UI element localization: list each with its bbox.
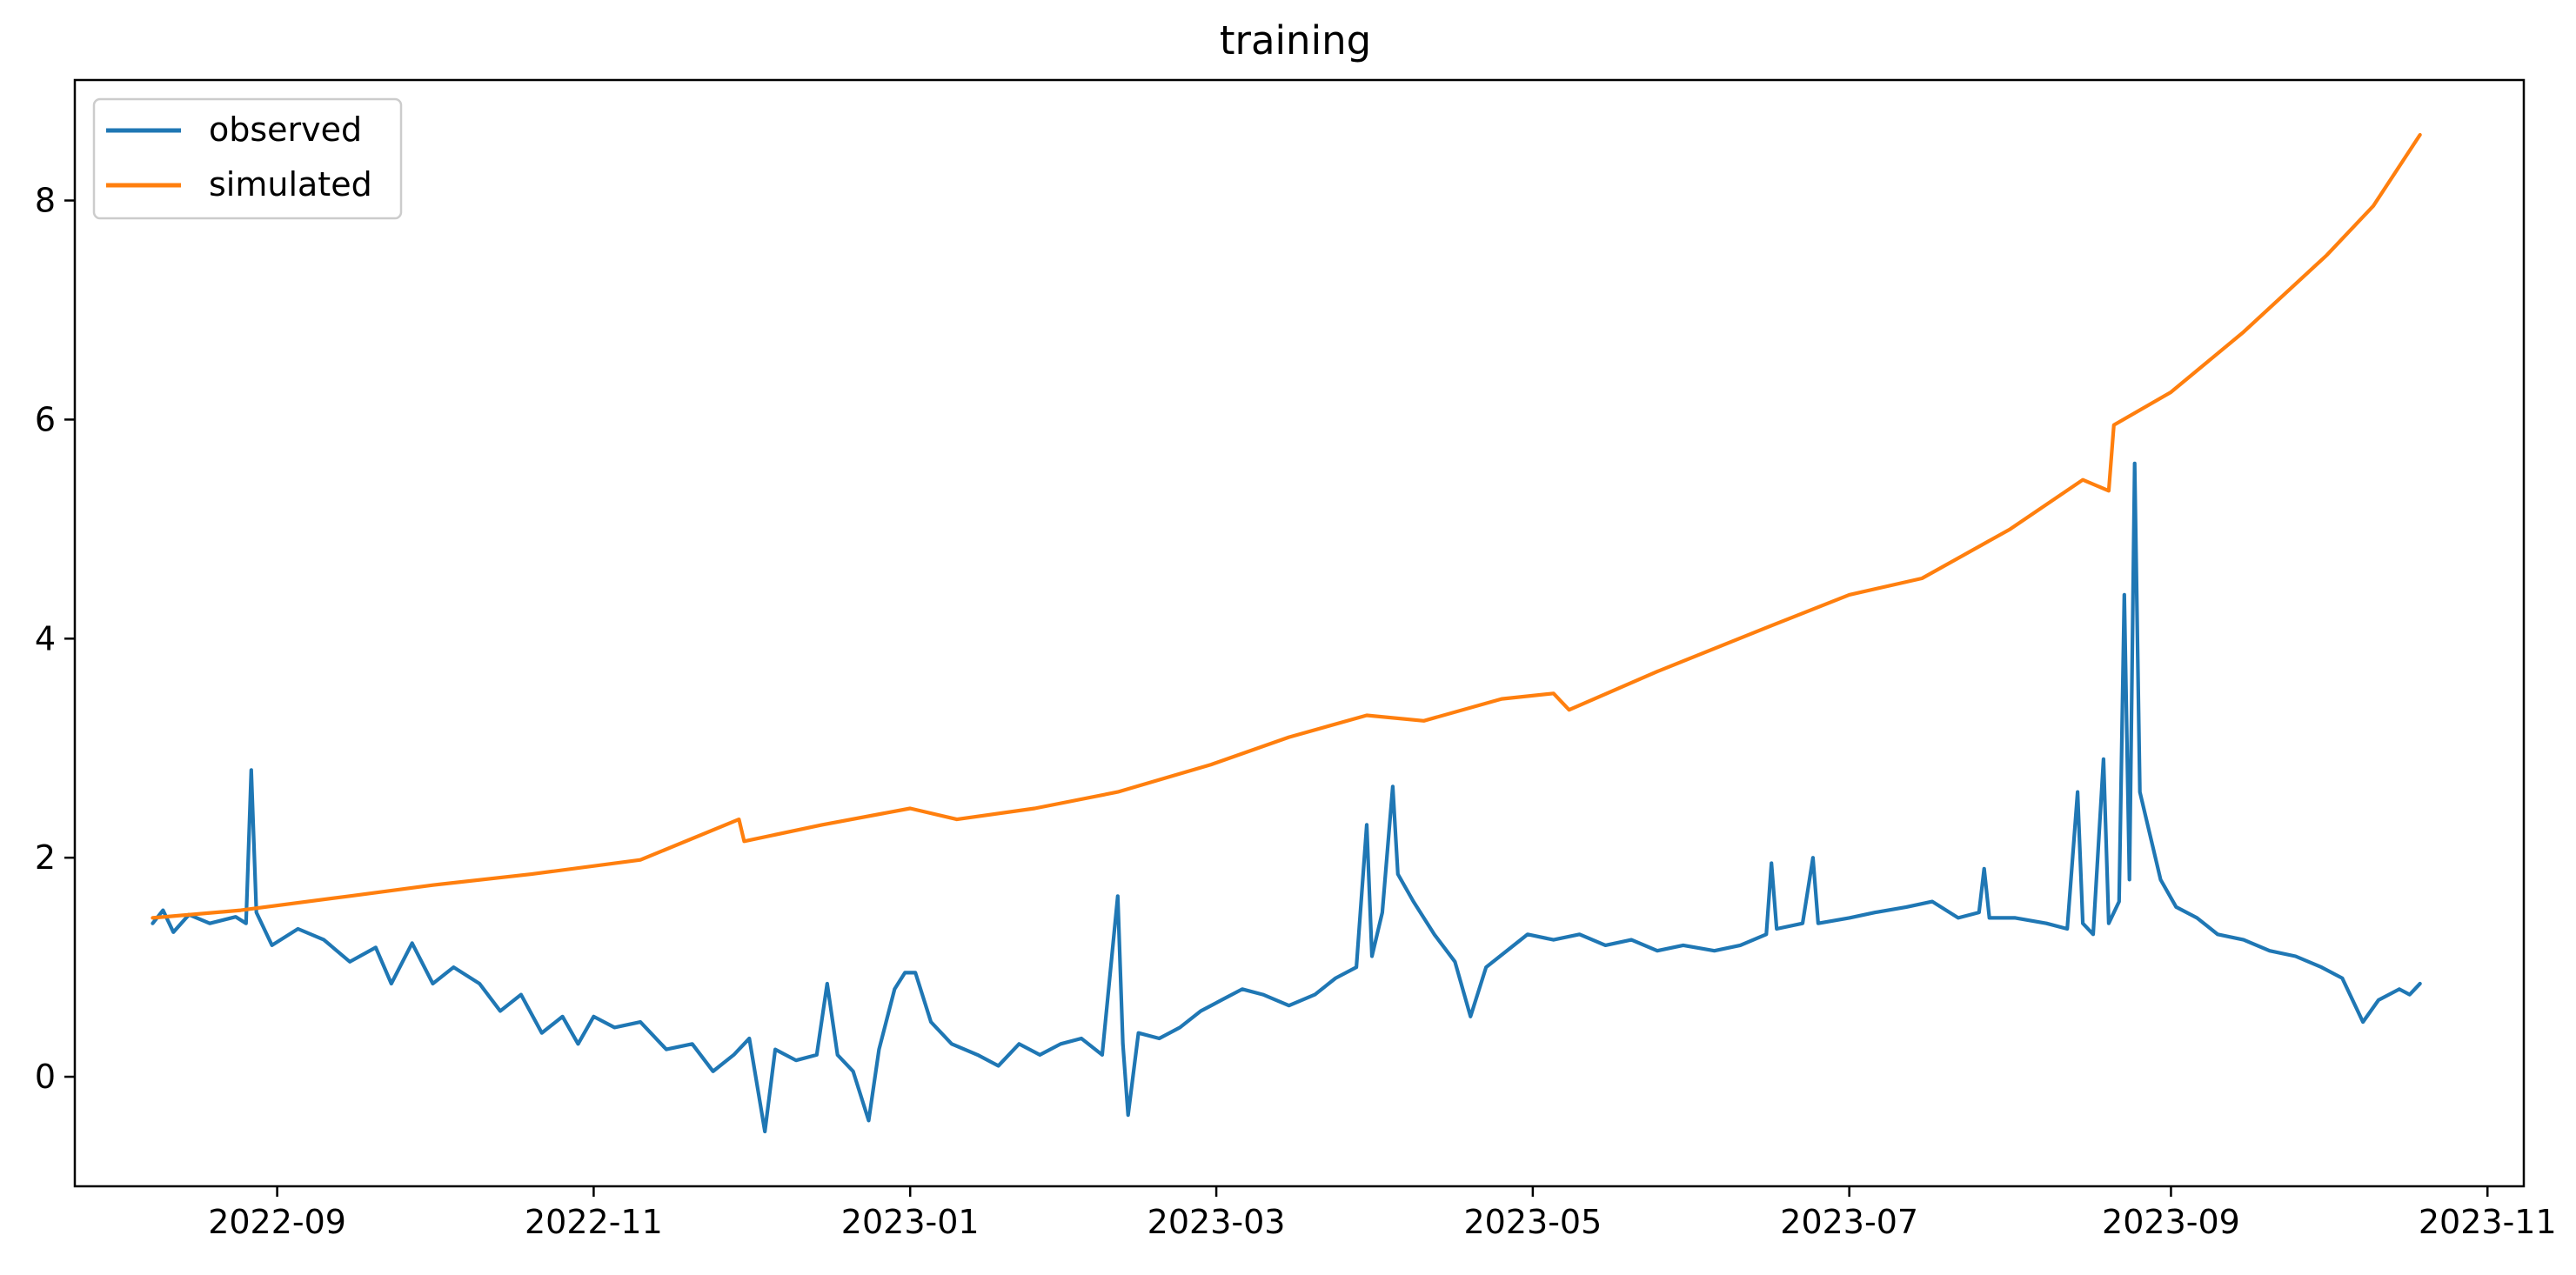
legend-label-simulated: simulated	[209, 165, 372, 204]
x-tick-label: 2023-11	[2419, 1203, 2557, 1241]
series-layer	[151, 132, 2422, 1134]
x-tick-label: 2023-05	[1463, 1203, 1602, 1241]
y-tick-label: 8	[35, 182, 56, 220]
series-line-simulated	[151, 132, 2422, 920]
axes-layer: 2022-09 2022-11 2023-01 2023-03 2023-05 2023-…	[35, 182, 2557, 1241]
x-tick-label: 2022-11	[525, 1203, 663, 1241]
legend: observed simulated	[92, 97, 403, 220]
plot-frame	[73, 78, 2526, 1188]
legend-label-observed: observed	[209, 110, 362, 149]
chart-title: training	[1220, 17, 1371, 63]
y-tick-label: 2	[35, 838, 56, 877]
x-tick-label: 2022-09	[208, 1203, 346, 1241]
y-tick-label: 0	[35, 1058, 56, 1096]
x-tick-label: 2023-07	[1780, 1203, 1918, 1241]
x-tick-label: 2023-01	[841, 1203, 980, 1241]
series-line-observed	[151, 461, 2422, 1134]
x-tick-label: 2023-09	[2102, 1203, 2240, 1241]
y-tick-label: 6	[35, 400, 56, 438]
y-tick-label: 4	[35, 619, 56, 658]
x-tick-label: 2023-03	[1147, 1203, 1286, 1241]
